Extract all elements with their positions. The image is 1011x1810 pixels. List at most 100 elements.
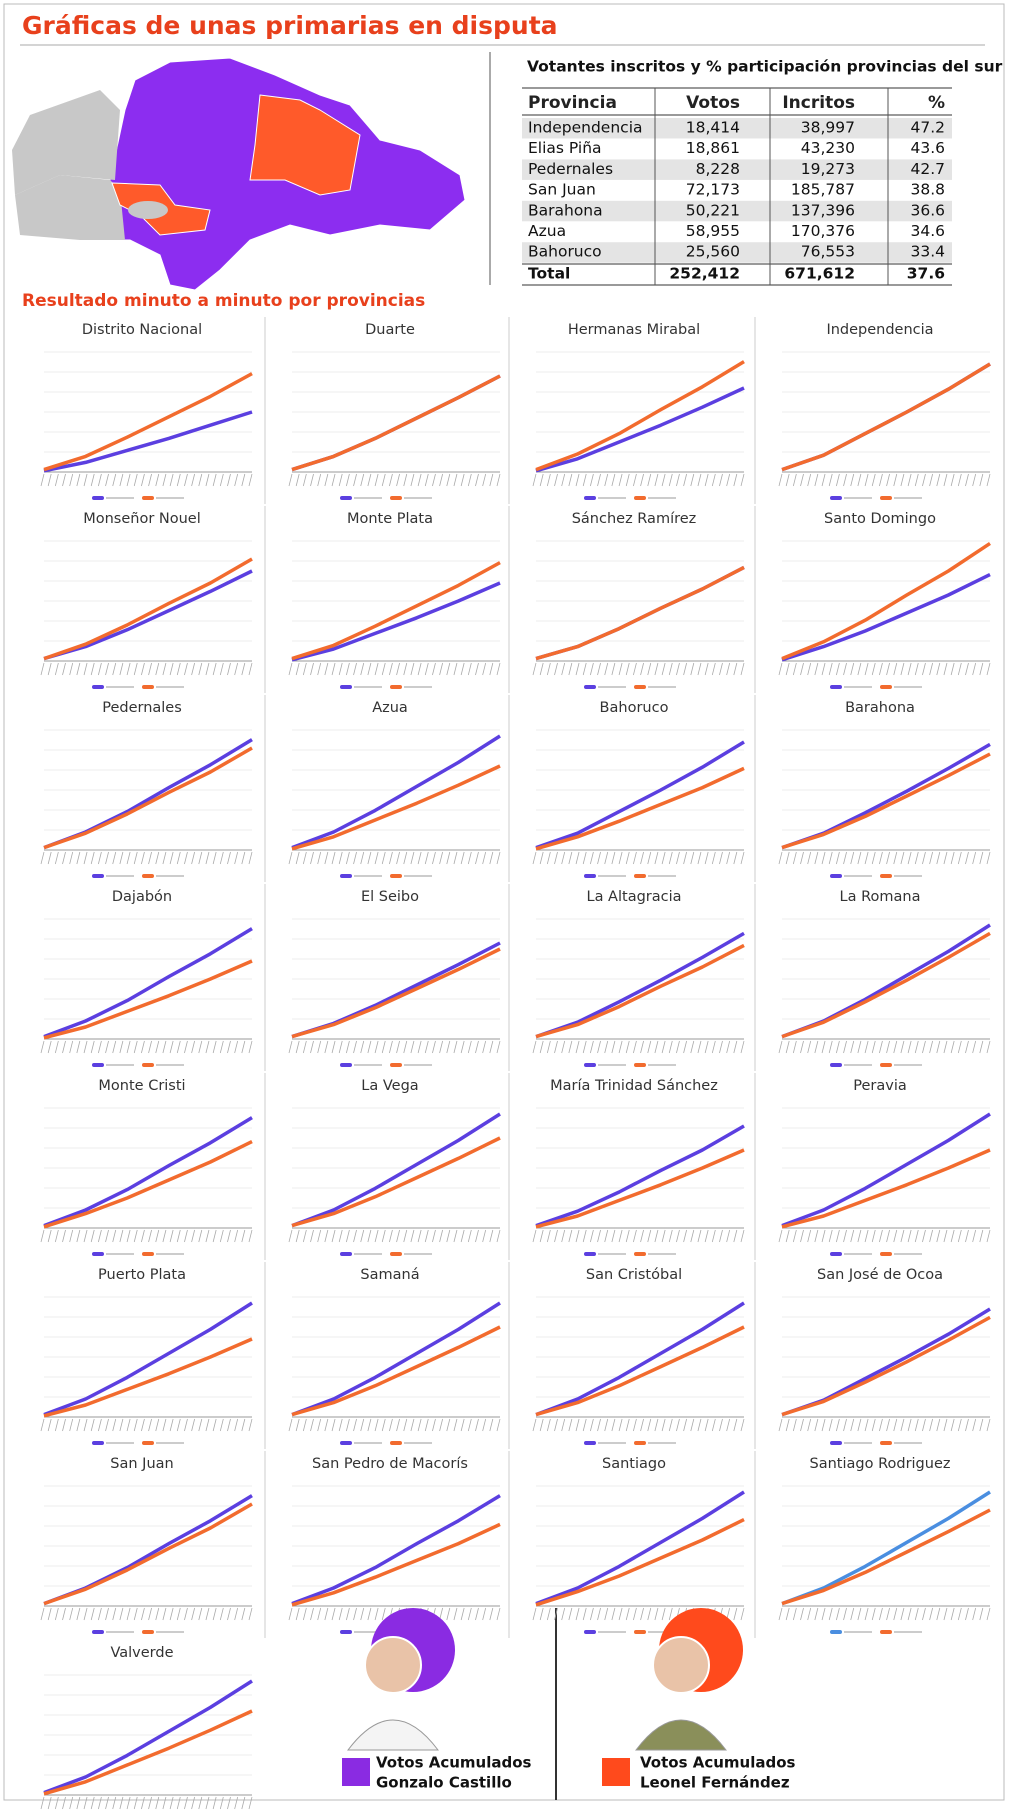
x-tick-stub — [814, 1607, 819, 1621]
legend-placeholder — [404, 875, 432, 877]
x-tick-stub — [733, 662, 738, 676]
map — [12, 57, 466, 291]
x-tick-stub — [957, 1418, 962, 1432]
x-tick-stub — [857, 851, 862, 865]
x-tick-stub — [324, 851, 329, 865]
x-tick-stub — [683, 473, 688, 487]
candidate-head — [652, 1636, 710, 1694]
x-tick-stub — [133, 1418, 138, 1432]
x-tick-stub — [47, 473, 52, 487]
x-tick-stub — [604, 1607, 609, 1621]
x-tick-stub — [439, 1418, 444, 1432]
legend-swatch — [142, 1252, 154, 1256]
x-tick-stub — [690, 662, 695, 676]
x-tick-stub — [633, 1418, 637, 1432]
x-tick-stub — [704, 662, 709, 676]
chart-title: Dajabón — [112, 889, 172, 905]
x-tick-stub — [871, 662, 876, 676]
series-line — [291, 581, 501, 662]
x-tick-stub — [697, 473, 702, 487]
x-tick-stub — [929, 1607, 934, 1621]
x-tick-stub — [575, 473, 580, 487]
legend-placeholder — [894, 1253, 922, 1255]
legend-label: Leonel Fernández — [640, 1774, 790, 1792]
x-tick-stub — [936, 1607, 941, 1621]
x-tick-stub — [604, 473, 609, 487]
x-tick-stub — [850, 851, 855, 865]
series-line — [781, 1112, 991, 1228]
x-tick-stub — [900, 851, 905, 865]
x-tick-stub — [719, 851, 723, 865]
x-tick-stub — [112, 1418, 117, 1432]
x-tick-stub — [212, 851, 217, 865]
chart-title: Monseñor Nouel — [83, 511, 201, 527]
x-tick-stub — [162, 851, 167, 865]
x-tick-stub — [800, 851, 804, 865]
x-tick-stub — [676, 662, 680, 676]
x-tick-stub — [792, 851, 797, 865]
x-tick-stub — [367, 1040, 372, 1054]
x-tick-stub — [148, 662, 152, 676]
x-tick-stub — [162, 473, 167, 487]
legend-placeholder — [156, 875, 184, 877]
legend-placeholder — [156, 1442, 184, 1444]
x-tick-stub — [597, 1418, 601, 1432]
x-tick-stub — [496, 851, 501, 865]
x-tick-stub — [317, 1607, 322, 1621]
x-tick-stub — [496, 1040, 501, 1054]
x-tick-stub — [625, 1607, 630, 1621]
x-tick-stub — [288, 851, 293, 865]
x-tick-stub — [843, 1040, 847, 1054]
x-tick-stub — [582, 662, 587, 676]
table-cell: 36.6 — [910, 201, 945, 219]
x-tick-stub — [288, 662, 293, 676]
x-tick-stub — [126, 473, 131, 487]
legend-placeholder — [598, 1442, 626, 1444]
x-tick-stub — [76, 851, 81, 865]
legend-swatch — [142, 496, 154, 500]
x-tick-stub — [879, 851, 883, 865]
series-line — [535, 386, 745, 473]
x-tick-stub — [683, 662, 688, 676]
x-tick-stub — [345, 1607, 350, 1621]
x-tick-stub — [625, 851, 630, 865]
x-tick-stub — [176, 473, 181, 487]
x-tick-stub — [489, 1607, 494, 1621]
legend-placeholder — [598, 1253, 626, 1255]
x-tick-stub — [410, 1040, 415, 1054]
x-tick-stub — [864, 1418, 869, 1432]
x-tick-stub — [288, 1418, 293, 1432]
x-tick-stub — [234, 1796, 239, 1810]
x-tick-stub — [568, 851, 573, 865]
x-tick-stub — [424, 473, 429, 487]
x-tick-stub — [126, 1796, 131, 1810]
x-tick-stub — [227, 851, 231, 865]
x-tick-stub — [979, 473, 984, 487]
x-tick-stub — [633, 851, 637, 865]
table-cell: 137,396 — [791, 201, 855, 219]
x-tick-stub — [979, 1229, 984, 1243]
x-tick-stub — [417, 851, 422, 865]
legend-swatch — [342, 1758, 370, 1786]
series-line — [535, 1301, 745, 1417]
series-line — [291, 1494, 501, 1606]
x-tick-stub — [697, 851, 702, 865]
x-tick-stub — [324, 1607, 329, 1621]
x-tick-stub — [907, 1040, 912, 1054]
x-tick-stub — [719, 662, 723, 676]
x-tick-stub — [62, 1796, 66, 1810]
x-tick-stub — [561, 1040, 566, 1054]
x-tick-stub — [604, 662, 609, 676]
x-tick-stub — [475, 473, 479, 487]
series-line — [291, 947, 501, 1039]
legend-placeholder — [156, 686, 184, 688]
x-tick-stub — [47, 1418, 52, 1432]
x-tick-stub — [828, 662, 833, 676]
x-tick-stub — [843, 473, 847, 487]
x-tick-stub — [219, 1229, 224, 1243]
x-tick-stub — [331, 1418, 336, 1432]
chart-title: Azua — [372, 700, 408, 716]
x-tick-stub — [683, 851, 688, 865]
x-tick-stub — [198, 1607, 203, 1621]
x-tick-stub — [668, 1040, 673, 1054]
